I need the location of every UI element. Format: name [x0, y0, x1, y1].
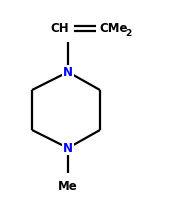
Text: Me: Me [58, 180, 78, 193]
Text: N: N [63, 141, 73, 154]
Text: 2: 2 [125, 28, 131, 37]
Text: CMe: CMe [99, 21, 128, 35]
Text: N: N [63, 65, 73, 78]
Text: CH: CH [51, 21, 69, 35]
